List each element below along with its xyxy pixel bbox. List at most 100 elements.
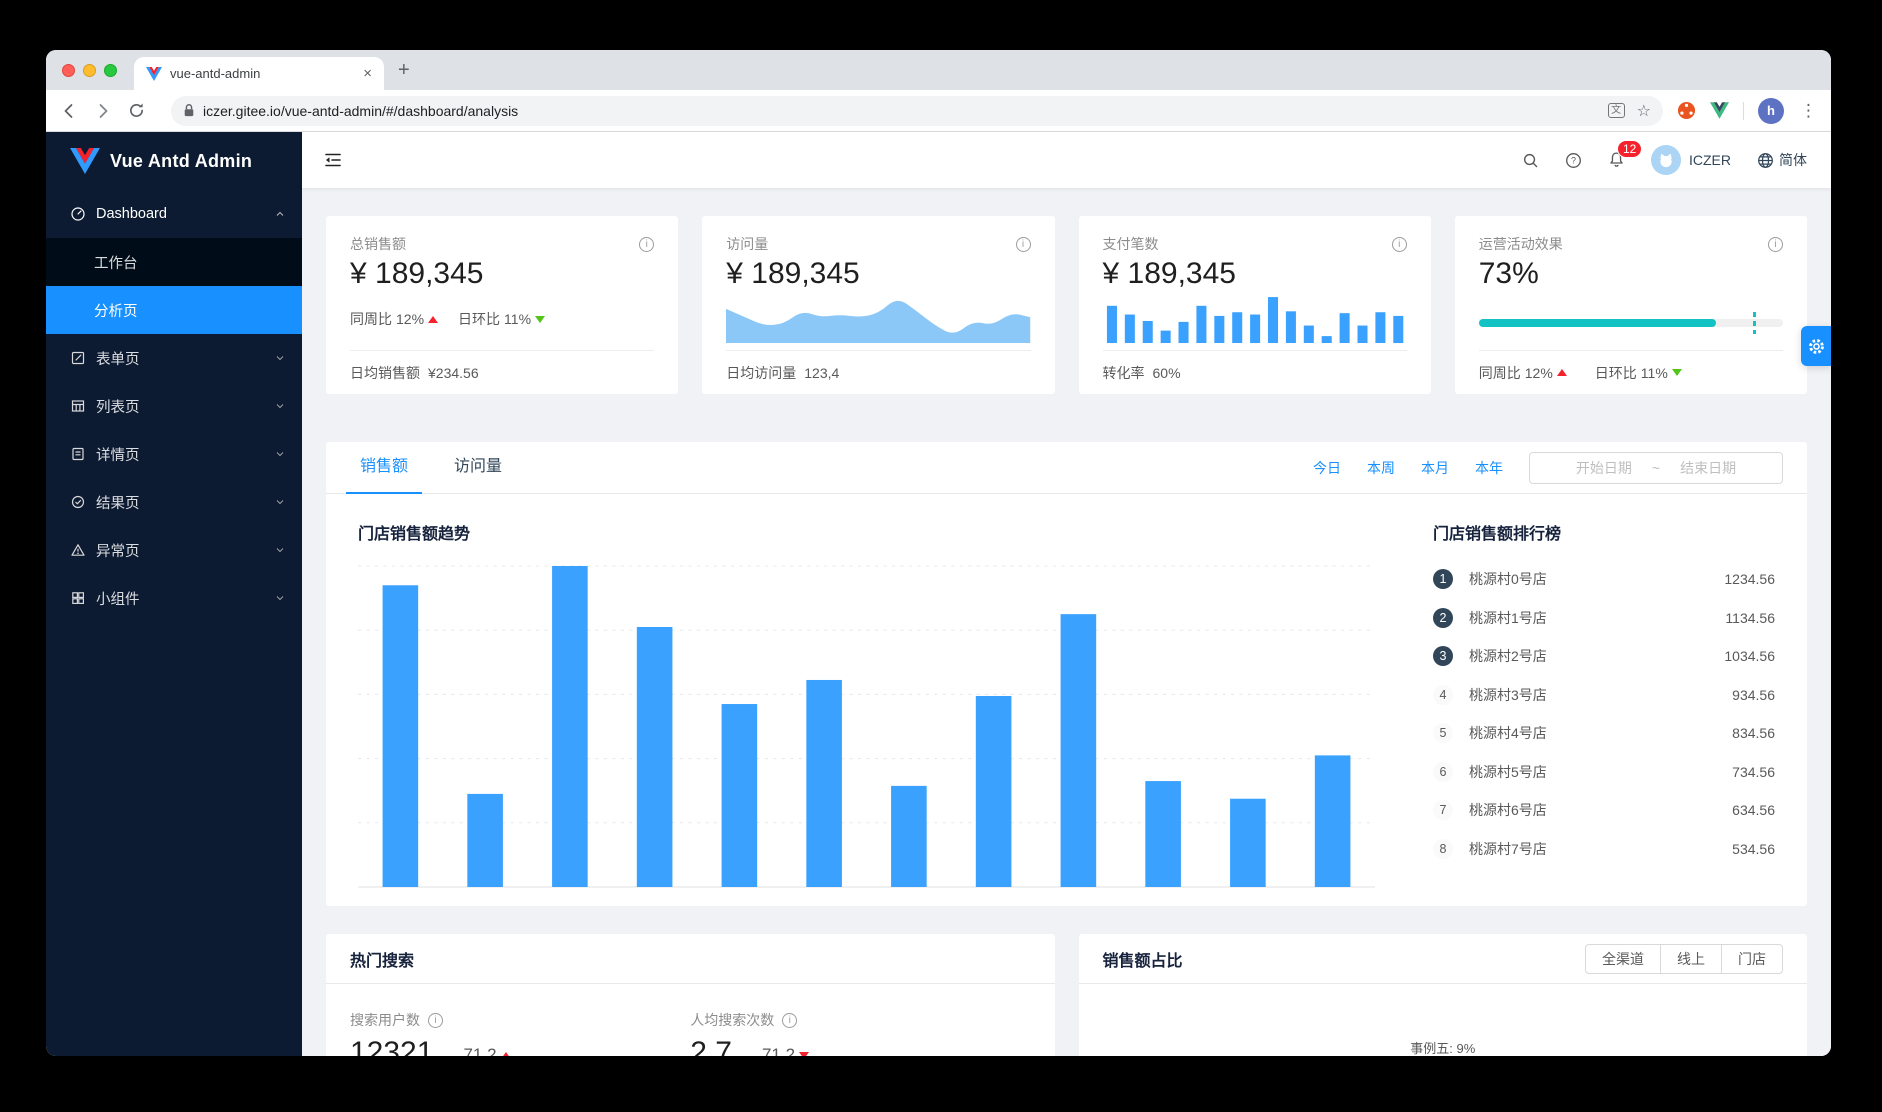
- store-value: 1134.56: [1725, 609, 1775, 626]
- browser-tab[interactable]: vue-antd-admin: [134, 57, 384, 90]
- app-logo[interactable]: Vue Antd Admin: [46, 132, 302, 190]
- notification-bell[interactable]: 12: [1608, 140, 1643, 169]
- campaign-progress: [1478, 312, 1783, 334]
- segment-online[interactable]: 线上: [1660, 943, 1722, 974]
- language-switch[interactable]: 简体: [1757, 150, 1807, 170]
- store-name: 桃源村2号店: [1469, 648, 1547, 665]
- reload-button[interactable]: [128, 102, 145, 119]
- tab-close-icon[interactable]: [363, 66, 372, 81]
- rank-badge: 3: [1433, 646, 1453, 667]
- ranking-row: 3 桃源村2号店 1034.56: [1433, 637, 1775, 676]
- sidebar-item-label: 结果页: [96, 495, 140, 512]
- metric-trend: 71.2: [762, 1045, 810, 1056]
- tab-sales[interactable]: 销售额: [345, 442, 423, 494]
- store-value: 1234.56: [1724, 571, 1775, 588]
- sales-ratio-title: 销售额占比: [1102, 952, 1183, 970]
- info-icon[interactable]: [1391, 236, 1407, 252]
- info-icon[interactable]: [1015, 236, 1031, 252]
- stat-card-payments: 支付笔数 ¥ 189,345 转化率 60%: [1078, 216, 1431, 394]
- sidebar-item-analysis[interactable]: 分析页: [46, 286, 302, 334]
- store-value: 534.56: [1732, 840, 1775, 857]
- extension-orange-icon[interactable]: [1677, 101, 1696, 120]
- quick-link-month[interactable]: 本月: [1421, 459, 1449, 476]
- toolbar-separator: [1743, 101, 1744, 120]
- vue-devtools-icon[interactable]: [1710, 102, 1729, 119]
- browser-menu-icon[interactable]: [1800, 101, 1817, 121]
- browser-profile-avatar[interactable]: h: [1758, 97, 1784, 124]
- bookmark-star-icon[interactable]: [1637, 101, 1651, 121]
- address-bar[interactable]: iczer.gitee.io/vue-antd-admin/#/dashboar…: [171, 95, 1663, 126]
- segment-stores[interactable]: 门店: [1721, 943, 1783, 974]
- rank-badge: 4: [1433, 684, 1453, 705]
- theme-settings-button[interactable]: [1801, 326, 1831, 366]
- chevron-down-icon: [274, 592, 286, 604]
- ranking-row: 8 桃源村7号店 534.56: [1433, 830, 1775, 869]
- store-sales-trend-block: 门店销售额趋势: [358, 520, 1375, 888]
- trend-down-icon: [1671, 369, 1682, 376]
- translate-icon[interactable]: 文: [1607, 103, 1625, 118]
- stat-title: 总销售额: [350, 236, 406, 252]
- quick-link-year[interactable]: 本年: [1475, 459, 1503, 476]
- sidebar-item-widgets[interactable]: 小组件: [46, 574, 302, 622]
- stat-value: 73%: [1478, 257, 1539, 290]
- user-menu[interactable]: ICZER: [1651, 145, 1731, 175]
- minimize-window-button[interactable]: [83, 64, 96, 77]
- info-icon[interactable]: [639, 236, 655, 252]
- check-circle-icon: [71, 495, 85, 509]
- store-sales-ranking: 门店销售额排行榜 1 桃源村0号店 1234.56 2 桃源村1号店: [1375, 520, 1775, 888]
- browser-tab-strip: vue-antd-admin: [46, 50, 1831, 90]
- sidebar-item-dashboard[interactable]: Dashboard: [46, 190, 302, 238]
- svg-text:?: ?: [1571, 155, 1576, 165]
- visits-area-chart: [726, 300, 1031, 343]
- stat-cards-row: 总销售额 ¥ 189,345 同周比 12% 日环比: [326, 216, 1807, 394]
- date-start-placeholder: 开始日期: [1575, 459, 1632, 476]
- close-window-button[interactable]: [62, 64, 75, 77]
- search-icon[interactable]: [1522, 152, 1539, 169]
- stat-card-campaign: 运营活动效果 73%: [1454, 216, 1807, 394]
- sidebar-item-exception[interactable]: 异常页: [46, 526, 302, 574]
- username: ICZER: [1689, 152, 1731, 168]
- stat-title: 运营活动效果: [1478, 236, 1563, 252]
- date-range-picker[interactable]: 开始日期 ~ 结束日期: [1529, 451, 1783, 484]
- sidebar-item-workplace[interactable]: 工作台: [46, 238, 302, 286]
- quick-link-week[interactable]: 本周: [1367, 459, 1395, 476]
- store-value: 834.56: [1732, 725, 1775, 742]
- dashboard-icon: [71, 207, 85, 221]
- sidebar-item-form[interactable]: 表单页: [46, 334, 302, 382]
- help-icon[interactable]: ?: [1565, 152, 1582, 169]
- ranking-row: 4 桃源村3号店 934.56: [1433, 676, 1775, 715]
- sales-overview-card: 销售额 访问量 今日 本周 本月 本年 开始日期 ~ 结束日期: [326, 442, 1807, 906]
- sidebar-item-label: 表单页: [96, 351, 140, 368]
- info-icon[interactable]: [1768, 236, 1783, 252]
- segment-all-channels[interactable]: 全渠道: [1585, 943, 1661, 974]
- quick-link-today[interactable]: 今日: [1313, 459, 1341, 476]
- sidebar-item-list[interactable]: 列表页: [46, 382, 302, 430]
- store-value: 734.56: [1732, 763, 1775, 780]
- date-end-placeholder: 结束日期: [1680, 459, 1737, 476]
- window-controls: [62, 64, 117, 77]
- day-trend: 日环比 11%: [1595, 363, 1682, 383]
- language-label: 简体: [1779, 152, 1807, 168]
- stat-title: 访问量: [726, 236, 769, 252]
- main-area: ? 12: [302, 132, 1831, 1056]
- sidebar-item-result[interactable]: 结果页: [46, 478, 302, 526]
- trend-down-icon: [535, 315, 546, 323]
- trend-chart-title: 门店销售额趋势: [358, 526, 471, 543]
- tab-visits[interactable]: 访问量: [454, 457, 503, 475]
- new-tab-button[interactable]: [398, 59, 410, 82]
- back-button[interactable]: [60, 102, 78, 120]
- info-icon[interactable]: [782, 1012, 798, 1028]
- menu-fold-icon[interactable]: [324, 151, 342, 169]
- ranking-row: 5 桃源村4号店 834.56: [1433, 714, 1775, 753]
- hot-search-title: 热门搜索: [350, 952, 415, 970]
- info-icon[interactable]: [428, 1012, 443, 1028]
- stat-footer-label: 日均销售额: [350, 364, 420, 381]
- sidebar: Vue Antd Admin Dashboard 工作台 分析页: [46, 132, 302, 1056]
- trend-down-icon: [799, 1051, 810, 1056]
- url-text: iczer.gitee.io/vue-antd-admin/#/dashboar…: [203, 102, 519, 119]
- forward-button[interactable]: [94, 102, 112, 120]
- sidebar-item-detail[interactable]: 详情页: [46, 430, 302, 478]
- stat-footer-label: 转化率: [1102, 364, 1145, 381]
- globe-icon: [1758, 152, 1773, 168]
- zoom-window-button[interactable]: [104, 64, 117, 77]
